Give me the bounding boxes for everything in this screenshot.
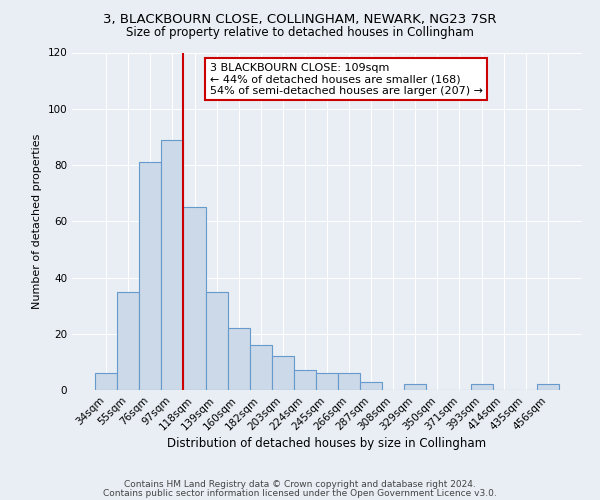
Text: 3 BLACKBOURN CLOSE: 109sqm
← 44% of detached houses are smaller (168)
54% of sem: 3 BLACKBOURN CLOSE: 109sqm ← 44% of deta… <box>210 62 483 96</box>
Bar <box>316 373 338 390</box>
Bar <box>184 207 206 390</box>
Bar <box>161 140 184 390</box>
Bar <box>470 384 493 390</box>
Bar <box>139 162 161 390</box>
Y-axis label: Number of detached properties: Number of detached properties <box>32 134 42 309</box>
Bar <box>537 384 559 390</box>
Bar <box>95 373 117 390</box>
Text: Size of property relative to detached houses in Collingham: Size of property relative to detached ho… <box>126 26 474 39</box>
Bar <box>404 384 427 390</box>
Bar <box>250 345 272 390</box>
Text: Contains public sector information licensed under the Open Government Licence v3: Contains public sector information licen… <box>103 488 497 498</box>
Text: Contains HM Land Registry data © Crown copyright and database right 2024.: Contains HM Land Registry data © Crown c… <box>124 480 476 489</box>
X-axis label: Distribution of detached houses by size in Collingham: Distribution of detached houses by size … <box>167 438 487 450</box>
Bar <box>338 373 360 390</box>
Bar <box>360 382 382 390</box>
Bar <box>227 328 250 390</box>
Bar <box>272 356 294 390</box>
Bar <box>117 292 139 390</box>
Text: 3, BLACKBOURN CLOSE, COLLINGHAM, NEWARK, NG23 7SR: 3, BLACKBOURN CLOSE, COLLINGHAM, NEWARK,… <box>103 12 497 26</box>
Bar <box>206 292 227 390</box>
Bar <box>294 370 316 390</box>
